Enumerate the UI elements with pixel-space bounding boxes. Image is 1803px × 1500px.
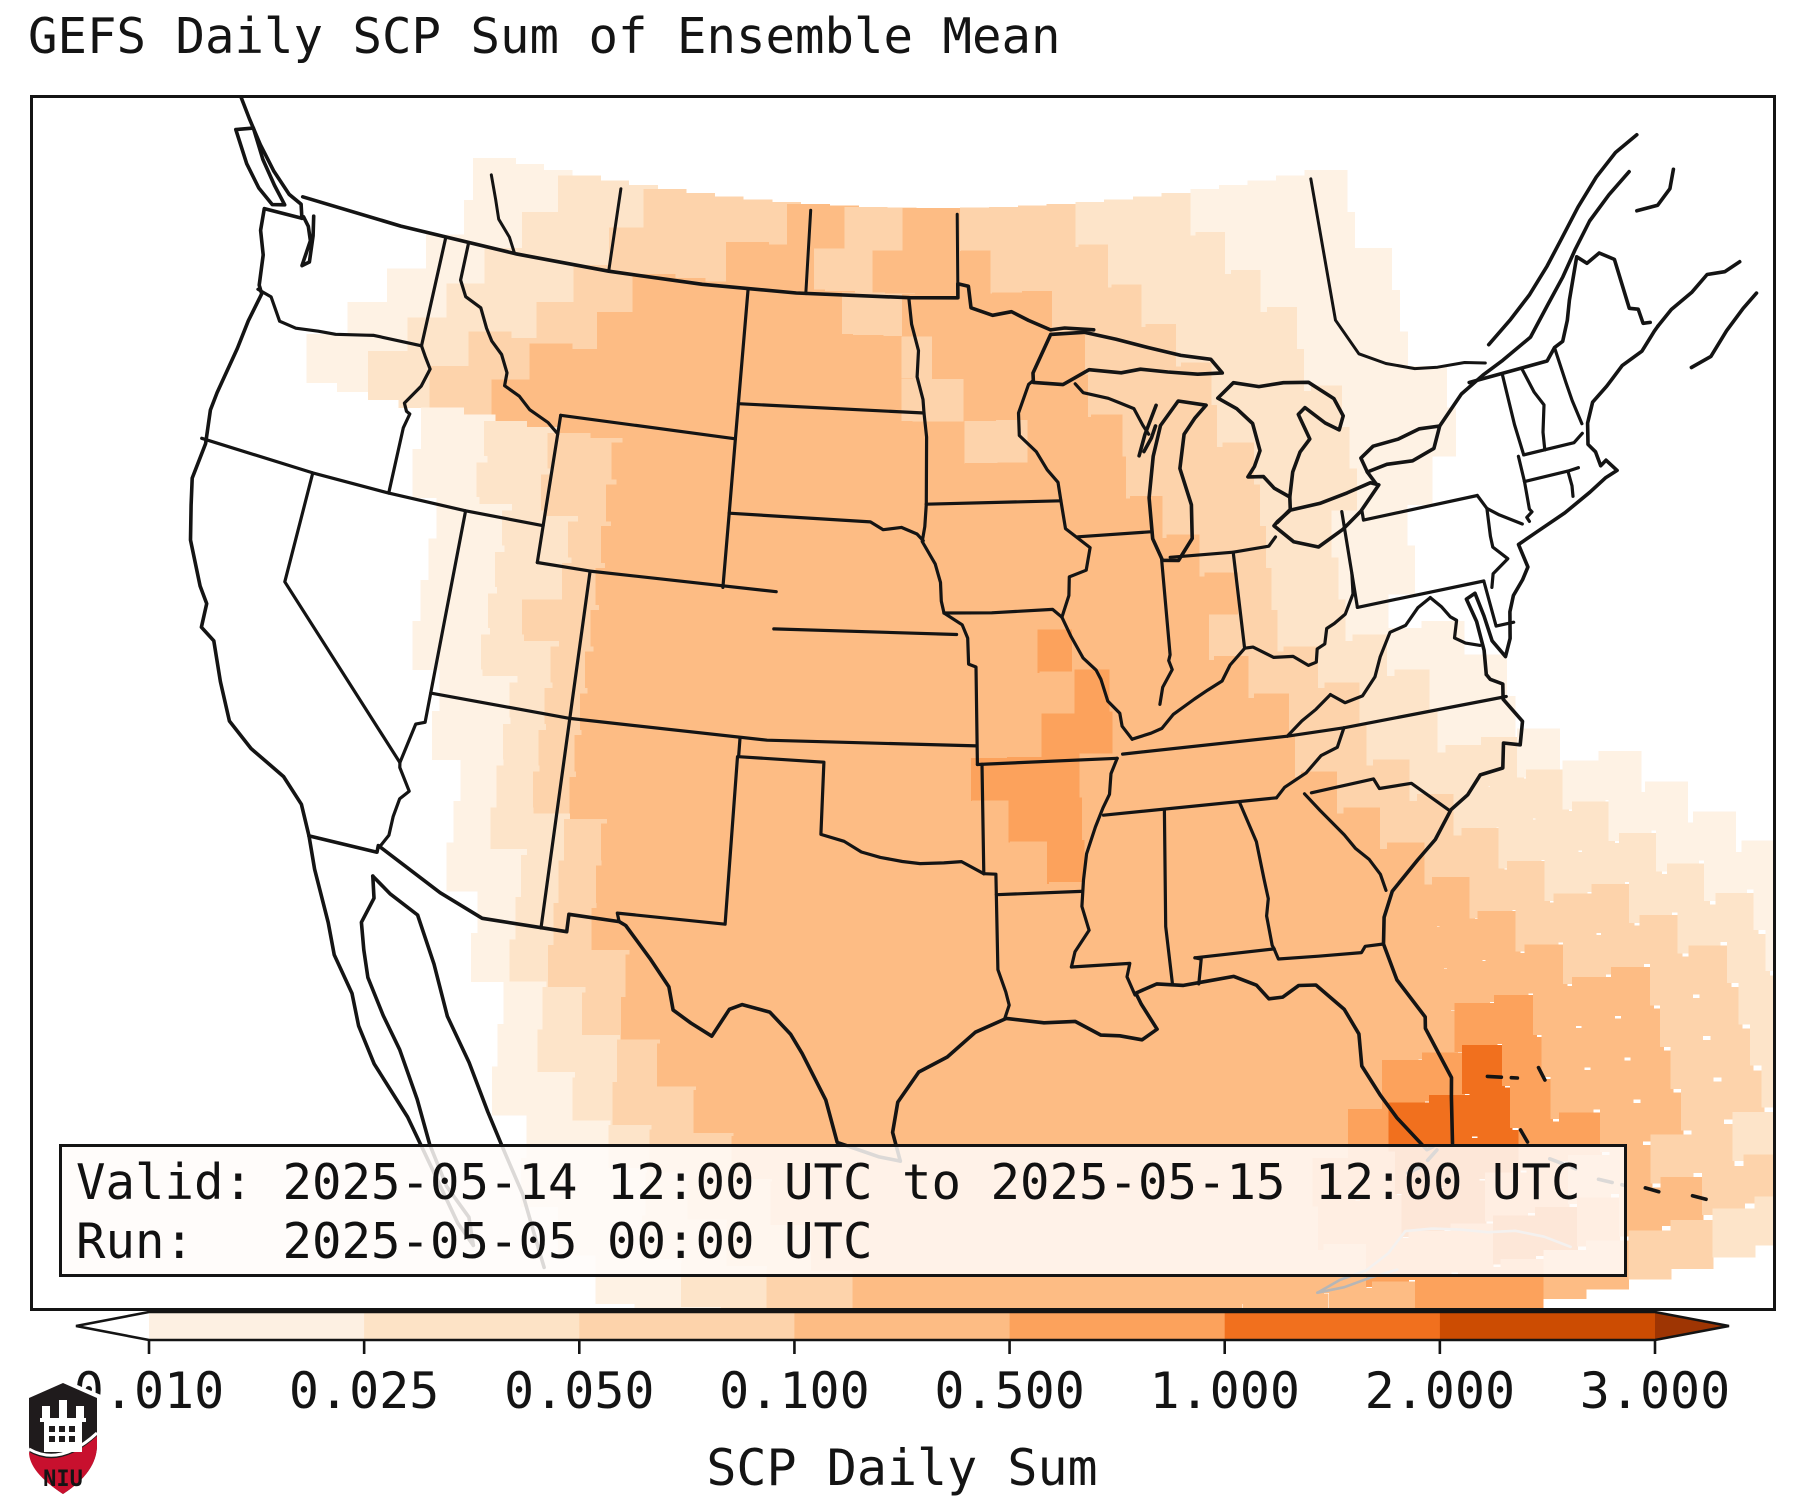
colorbar-over-arrow xyxy=(1655,1312,1729,1340)
colorbar-tick-label: 1.000 xyxy=(1149,1362,1300,1420)
colorbar-segment xyxy=(794,1312,1011,1340)
colorbar-label: SCP Daily Sum xyxy=(706,1439,1097,1497)
page-title: GEFS Daily SCP Sum of Ensemble Mean xyxy=(28,8,1061,65)
colorbar: 0.010 0.025 0.050 0.100 0.500 1.000 2.000 3.000… xyxy=(74,1310,1731,1497)
colorbar-segment xyxy=(1224,1312,1441,1340)
colorbar-tick-label: 3.000 xyxy=(1580,1362,1731,1420)
colorbar-tick-label: 0.025 xyxy=(289,1362,440,1420)
niu-swoosh-line xyxy=(28,1431,99,1457)
info-run-line: Run: 2025-05-05 00:00 UTC xyxy=(76,1213,873,1270)
colorbar-segment xyxy=(1009,1312,1226,1340)
colorbar-tick-label: 0.100 xyxy=(719,1362,870,1420)
colorbar-segment xyxy=(1439,1312,1656,1340)
info-box: Valid: 2025-05-14 12:00 UTC to 2025-05-1… xyxy=(59,1144,1627,1277)
colorbar-bar: 0.010 0.025 0.050 0.100 0.500 1.000 2.000 3.000 xyxy=(74,1310,1731,1420)
colorbar-segment xyxy=(149,1312,365,1340)
niu-logo-text: NIU xyxy=(43,1467,83,1492)
colorbar-segment xyxy=(579,1312,795,1340)
niu-logo: NIU xyxy=(25,1379,101,1499)
map-canvas xyxy=(30,95,1776,1311)
colorbar-tick-label: 0.050 xyxy=(504,1362,655,1420)
map-frame xyxy=(30,95,1776,1311)
colorbar-segment xyxy=(364,1312,580,1340)
colorbar-under-arrow xyxy=(76,1312,149,1340)
info-valid-line: Valid: 2025-05-14 12:00 UTC to 2025-05-1… xyxy=(76,1154,1581,1211)
niu-castle-windows xyxy=(49,1426,75,1442)
colorbar-tick-label: 2.000 xyxy=(1365,1362,1516,1420)
heatmap-grid xyxy=(306,157,1776,1311)
colorbar-tick-label: 0.500 xyxy=(934,1362,1085,1420)
